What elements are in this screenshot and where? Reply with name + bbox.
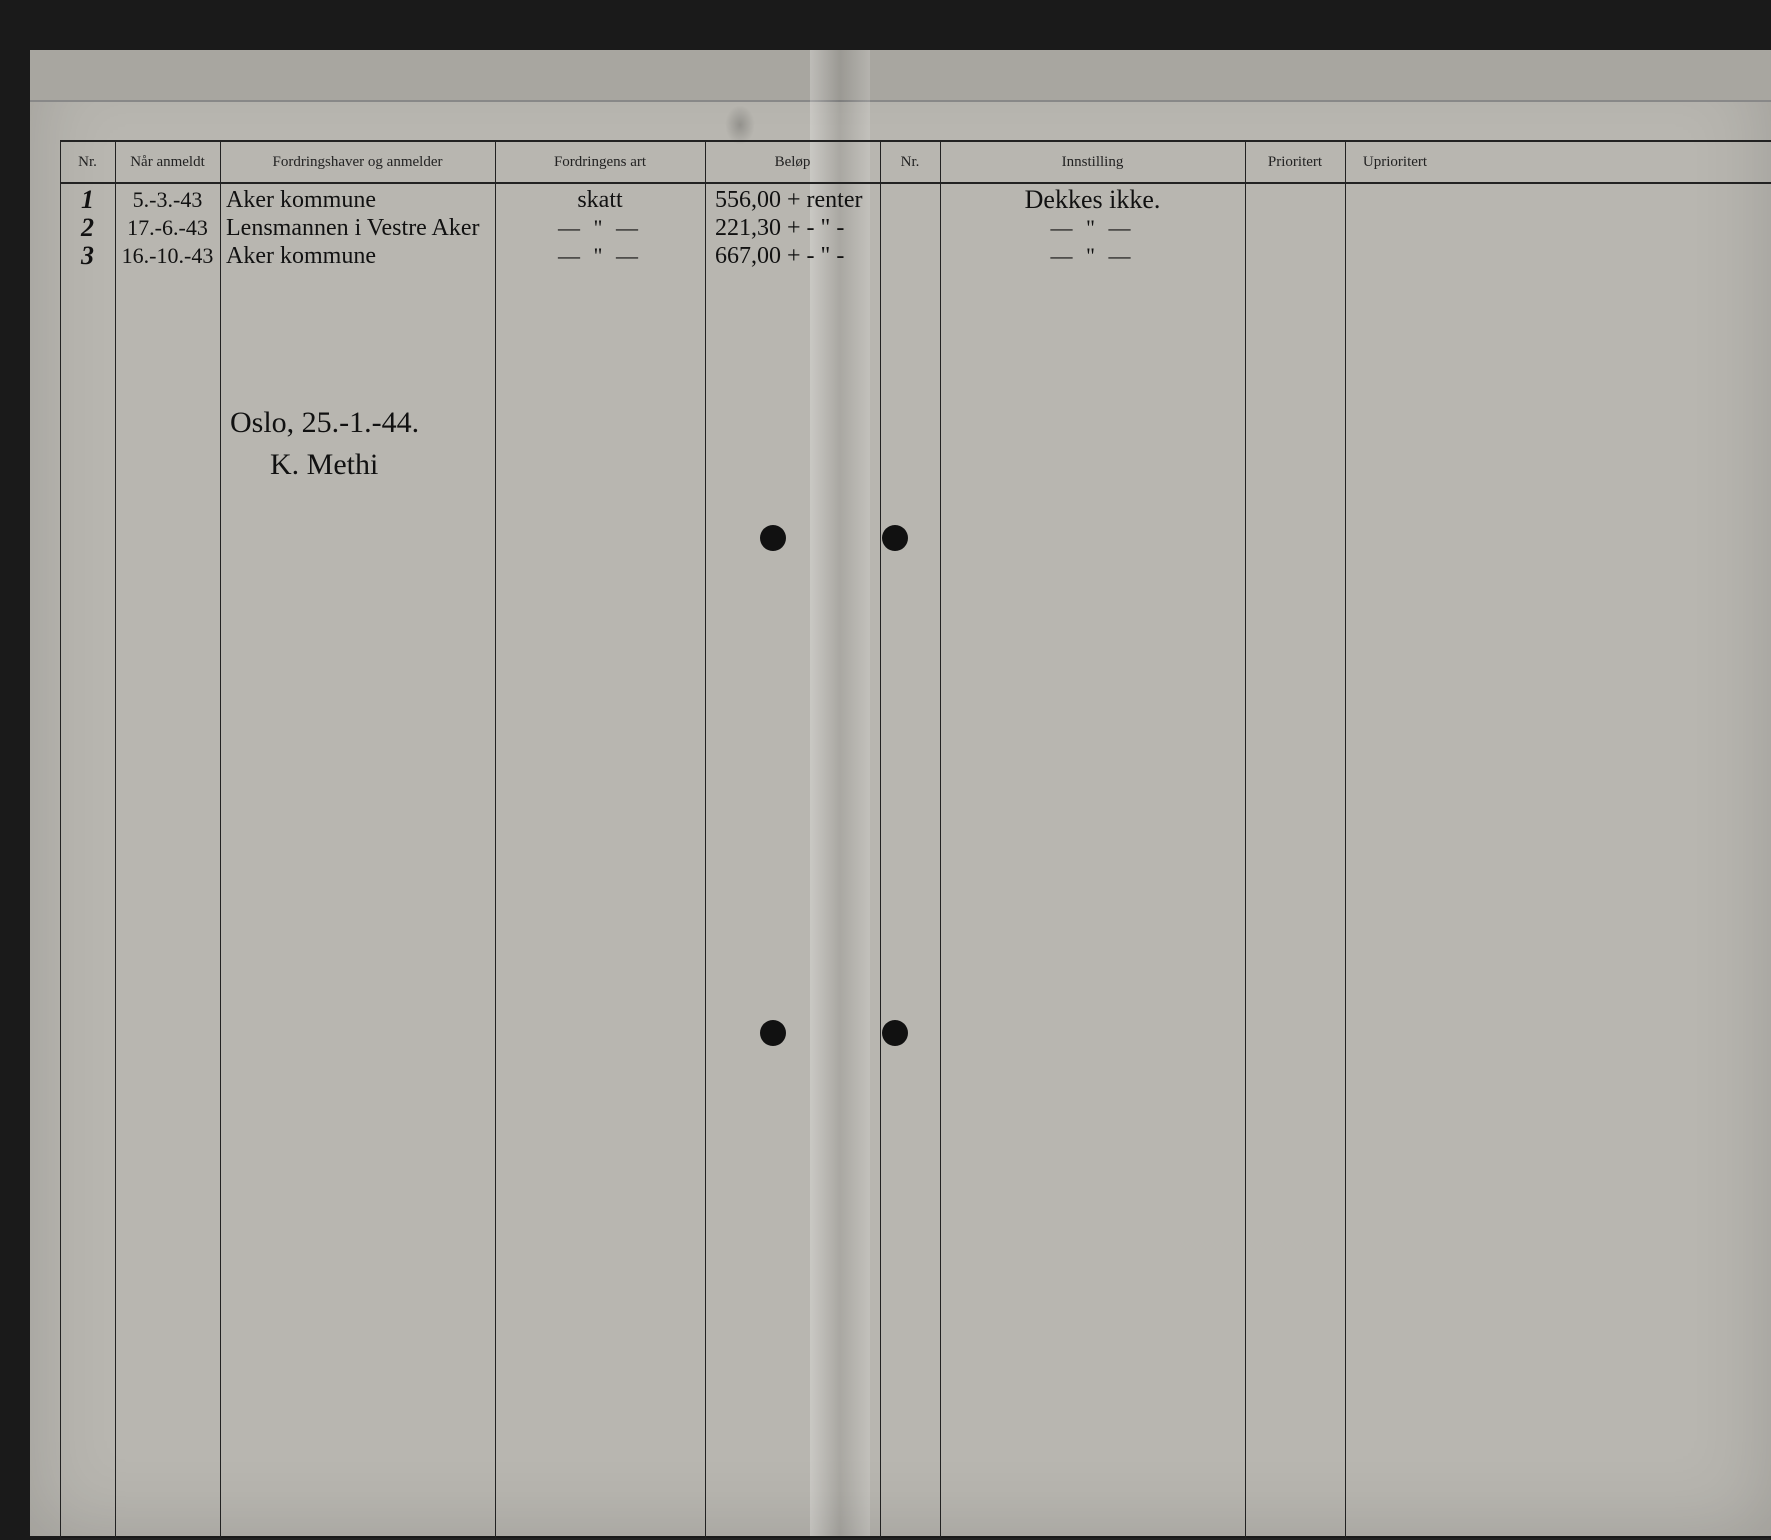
cell-innstilling: Dekkes ikke. — [940, 186, 1245, 214]
page-top-edge — [30, 50, 1771, 102]
document-page: Nr.Når anmeldtFordringshaver og anmelder… — [30, 50, 1771, 1536]
cell-belop: 221,30 + - " - — [705, 214, 890, 242]
cell-anmeldt: 16.-10.-43 — [115, 242, 220, 270]
punch-hole — [882, 1020, 908, 1046]
cell-nr: 2 — [60, 214, 115, 242]
header-belop: Beløp — [705, 142, 880, 182]
cell-art-ditto: — " — — [495, 242, 705, 270]
column-divider — [1345, 142, 1346, 1538]
header-art: Fordringens art — [495, 142, 705, 182]
cell-fordringshaver: Lensmannen i Vestre Aker — [220, 214, 501, 242]
column-divider — [705, 142, 706, 1538]
header-anmeldt: Når anmeldt — [115, 142, 220, 182]
cell-anmeldt: 17.-6.-43 — [115, 214, 220, 242]
cell-anmeldt: 5.-3.-43 — [115, 186, 220, 214]
cell-nr: 1 — [60, 186, 115, 214]
table-header-row: Nr.Når anmeldtFordringshaver og anmelder… — [60, 142, 1771, 184]
header-innstilling: Innstilling — [940, 142, 1245, 182]
cell-belop: 667,00 + - " - — [705, 242, 890, 270]
header-nr: Nr. — [60, 142, 115, 182]
punch-hole — [760, 1020, 786, 1046]
cell-belop: 556,00 + renter — [705, 186, 890, 214]
punch-hole — [760, 525, 786, 551]
column-divider — [1245, 142, 1246, 1538]
header-prioritert: Prioritert — [1245, 142, 1345, 182]
ink-smudge — [725, 105, 755, 145]
header-fordringshaver: Fordringshaver og anmelder — [220, 142, 495, 182]
cell-innstilling-ditto: — " — — [940, 214, 1245, 242]
column-divider — [220, 142, 221, 1538]
column-divider — [60, 142, 61, 1538]
note-signature: K. Methi — [230, 444, 419, 486]
cell-fordringshaver: Aker kommune — [220, 186, 501, 214]
cell-fordringshaver: Aker kommune — [220, 242, 501, 270]
header-uprioritert: Uprioritert — [1345, 142, 1445, 182]
cell-nr: 3 — [60, 242, 115, 270]
column-divider — [880, 142, 881, 1538]
signature-note: Oslo, 25.-1.-44. K. Methi — [230, 402, 419, 486]
cell-innstilling-ditto: — " — — [940, 242, 1245, 270]
column-divider — [115, 142, 116, 1538]
note-place-date: Oslo, 25.-1.-44. — [230, 402, 419, 444]
header-nr2: Nr. — [880, 142, 940, 182]
cell-art: skatt — [495, 186, 705, 214]
ledger-table: Nr.Når anmeldtFordringshaver og anmelder… — [60, 140, 1771, 1540]
cell-art-ditto: — " — — [495, 214, 705, 242]
column-divider — [495, 142, 496, 1538]
punch-hole — [882, 525, 908, 551]
column-divider — [940, 142, 941, 1538]
